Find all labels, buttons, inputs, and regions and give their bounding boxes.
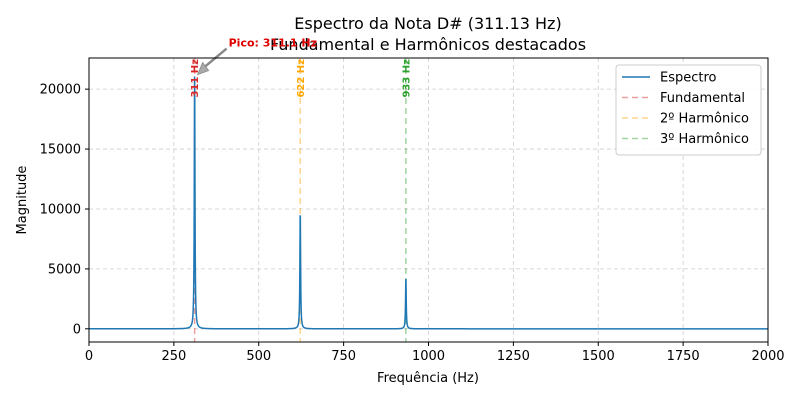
series-layer <box>89 73 768 330</box>
legend-entry-label: 2º Harmônico <box>660 112 749 127</box>
legend-entry-label: Espectro <box>660 71 717 86</box>
y-axis-label: Magnitude <box>15 166 30 235</box>
x-tick-label: 1750 <box>667 349 700 364</box>
x-tick-label: 250 <box>161 349 186 364</box>
y-tick-label: 20000 <box>40 83 81 98</box>
peak-annotation-group: Pico: 311.1 Hz <box>196 37 317 76</box>
x-tick-label: 1250 <box>497 349 530 364</box>
harmonic-label: 622 Hz <box>296 59 307 98</box>
peak-annotation: Pico: 311.1 Hz <box>229 37 317 50</box>
x-axis-label: Frequência (Hz) <box>377 371 479 386</box>
y-tick-label: 15000 <box>40 143 81 158</box>
x-tick-label: 0 <box>85 349 93 364</box>
x-tick-label: 1000 <box>412 349 445 364</box>
legend: Espectro Fundamental 2º Harmônico 3º Harmôn… <box>615 64 762 156</box>
legend-entry-label: Fundamental <box>660 91 745 106</box>
y-tick-label: 10000 <box>40 202 81 217</box>
x-tick-label: 2000 <box>751 349 784 364</box>
harmonic-label: 933 Hz <box>401 59 412 98</box>
harmonic-label: 311 Hz <box>190 59 201 98</box>
annotation-arrow-head <box>196 61 210 76</box>
spectrum-line <box>89 76 768 330</box>
x-tick-label: 500 <box>246 349 271 364</box>
x-tick-label: 1500 <box>582 349 615 364</box>
chart-subtitle: Fundamental e Harmônicos destacados <box>270 35 586 54</box>
harmonic-labels: 311 Hz 622 Hz 933 Hz <box>190 59 412 98</box>
y-tick-label: 5000 <box>48 262 81 277</box>
x-tick-label: 750 <box>331 349 356 364</box>
chart-title: Espectro da Nota D# (311.13 Hz) <box>294 14 561 33</box>
y-tick-label: 0 <box>73 322 81 337</box>
y-axis-ticks: 0 5000 10000 15000 20000 <box>40 83 89 337</box>
annotation-arrow-shaft <box>201 47 228 70</box>
legend-entry-label: 3º Harmônico <box>660 132 749 147</box>
x-axis-ticks: 0 250 500 750 1000 1250 1500 1750 2000 <box>85 342 785 364</box>
legend-box <box>615 64 762 156</box>
